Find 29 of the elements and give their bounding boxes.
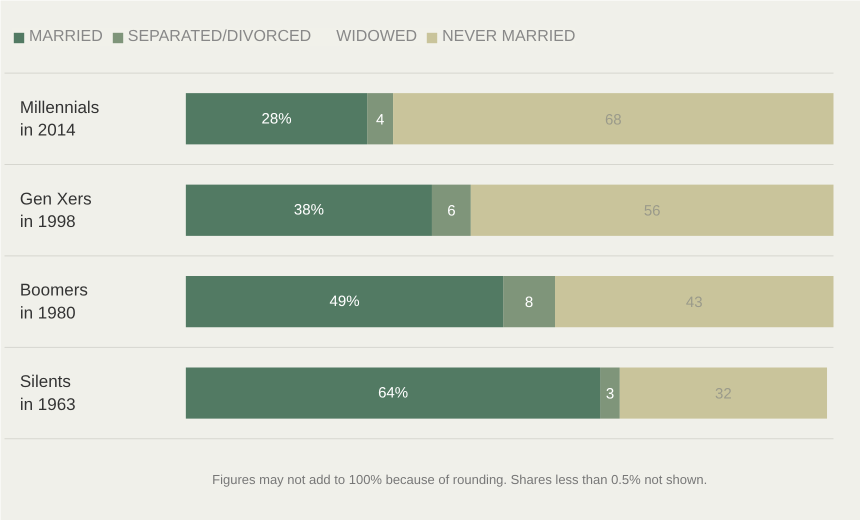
bar bbox=[186, 184, 432, 236]
data-label: 49% bbox=[330, 293, 360, 310]
data-label: 8 bbox=[524, 294, 534, 312]
bar bbox=[186, 367, 600, 419]
data-label: 4 bbox=[376, 111, 384, 128]
bar bbox=[620, 367, 828, 419]
annotation: Figures may not add to 100% because of rounding. Shares less than 0.5% not shown. bbox=[212, 472, 708, 487]
bar bbox=[432, 184, 471, 236]
bar bbox=[555, 276, 834, 328]
legend-label: SEPARATED/DIVORCED bbox=[128, 28, 312, 46]
bar bbox=[186, 93, 368, 144]
bar bbox=[393, 93, 834, 144]
bar bbox=[470, 184, 834, 236]
bar bbox=[600, 367, 620, 419]
bar bbox=[186, 276, 504, 328]
data-label: 6 bbox=[447, 202, 456, 220]
y-tick-label: Millennials in 2014 bbox=[20, 98, 100, 140]
data-label: 28% bbox=[262, 110, 292, 128]
y-tick-label: Boomers in 1980 bbox=[20, 280, 88, 323]
data-label: 38% bbox=[294, 202, 324, 219]
data-label: 64% bbox=[378, 384, 408, 402]
legend-label: NEVER MARRIED bbox=[442, 28, 576, 46]
y-tick-label: Silents in 1963 bbox=[20, 372, 76, 414]
bar bbox=[367, 93, 394, 144]
data-label: 3 bbox=[606, 386, 614, 403]
legend-label: MARRIED bbox=[29, 28, 103, 46]
y-tick-label: Gen Xers in 1998 bbox=[20, 189, 92, 232]
bar bbox=[503, 276, 556, 328]
legend-label: WIDOWED bbox=[336, 28, 418, 46]
